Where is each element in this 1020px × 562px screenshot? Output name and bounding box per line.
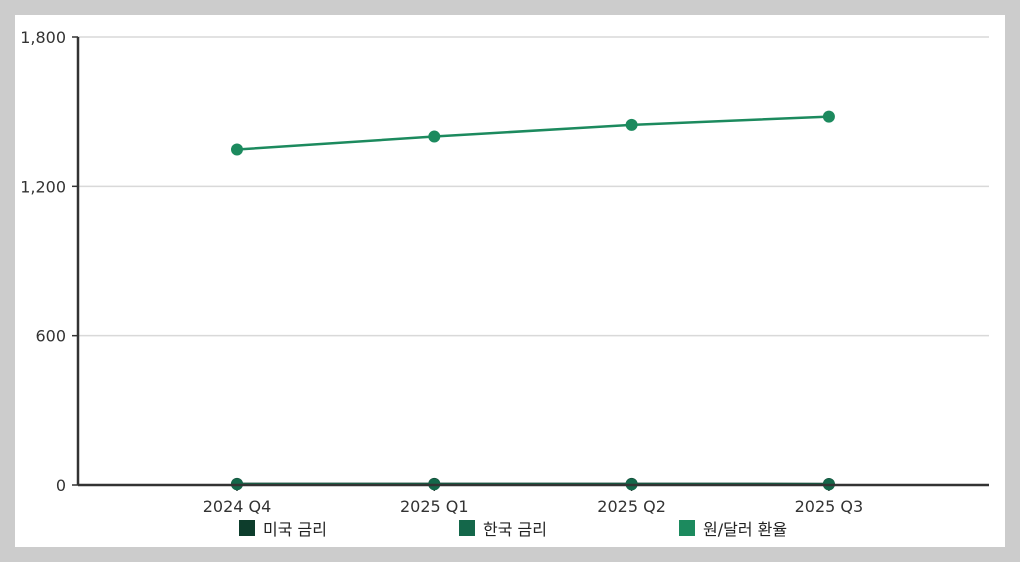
data-point[interactable] [428,130,441,143]
data-point[interactable] [822,110,835,123]
x-axis-ticks: 2024 Q4 2025 Q1 2025 Q2 2025 Q3 [203,485,863,515]
x-tick-label: 2024 Q4 [203,497,272,515]
data-point[interactable] [625,118,638,131]
legend-label: 미국 금리 [263,520,327,539]
legend-item[interactable]: 미국 금리 [239,516,327,540]
x-tick-label: 2025 Q1 [400,497,469,515]
legend-swatch [459,520,475,536]
legend-swatch [679,520,695,536]
series-line-3 [236,115,829,151]
y-tick-label: 600 [35,327,66,346]
line-chart: 0 600 1,200 1,800 2024 Q4 2025 Q1 2025 Q2 2025… [20,28,989,515]
legend-label: 한국 금리 [483,520,547,539]
y-tick-label: 1,800 [20,28,66,47]
legend-label: 원/달러 환율 [703,520,788,539]
legend: 미국 금리 한국 금리 원/달러 환율 [15,516,1005,540]
legend-swatch [239,520,255,536]
data-point[interactable] [231,143,243,156]
series-layer [231,110,835,491]
legend-item[interactable]: 원/달러 환율 [679,516,787,540]
x-tick-label: 2025 Q3 [795,497,864,515]
chart-card: 0 600 1,200 1,800 2024 Q4 2025 Q1 2025 Q2 2025… [15,15,1005,547]
y-tick-label: 0 [56,476,66,495]
y-tick-label: 1,200 [20,177,66,196]
legend-item[interactable]: 한국 금리 [459,516,547,540]
gridlines [78,36,989,337]
x-tick-label: 2025 Q2 [597,497,666,515]
y-axis-ticks: 0 600 1,200 1,800 [20,28,78,495]
